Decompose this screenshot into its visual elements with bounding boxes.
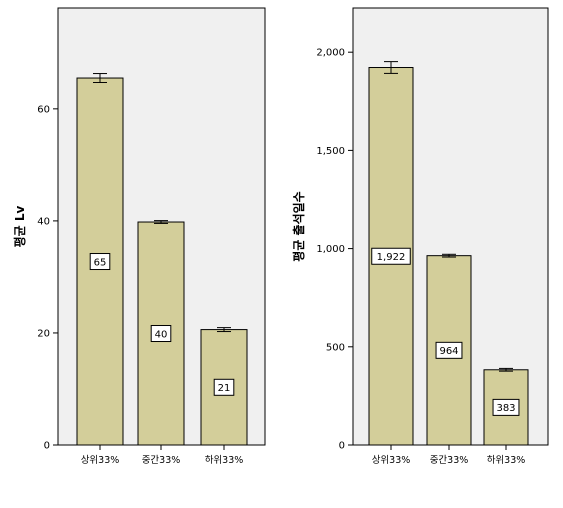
bar-value-label: 40 [155, 329, 168, 340]
chart-panel-2: 0 500 1,000 1,500 2,000 평균 출석일수 1,922 상위33% 964 중… [291, 7, 549, 466]
bar-value-label: 1,922 [377, 252, 406, 263]
bar-label-box [371, 247, 411, 265]
y-tick-label: 1,500 [316, 146, 345, 157]
x-tick-label: 상위33% [81, 454, 120, 466]
y-axis-label: 평균 Lv [13, 205, 27, 247]
y-tick-label: 40 [37, 216, 50, 227]
bar-label-box [89, 253, 111, 271]
bar-label-box [150, 325, 172, 343]
x-tick-label: 중간33% [142, 455, 181, 466]
y-axis-label: 평균 출석일수 [291, 191, 306, 261]
chart-panel-1: 0 20 40 60 평균 Lv 65 상위33% 40 중간33% 21 하위33% [13, 7, 266, 466]
x-tick-label: 중간33% [430, 455, 469, 466]
y-tick-label: 20 [37, 328, 50, 339]
y-tick-label: 60 [37, 104, 50, 115]
y-tick-label: 0 [339, 441, 345, 452]
y-tick-label: 2,000 [316, 48, 345, 59]
bar-label-box [435, 341, 463, 359]
y-tick-label: 500 [326, 342, 345, 353]
bar-value-label: 383 [496, 403, 515, 414]
y-tick-label: 1,000 [316, 244, 345, 255]
x-tick-label: 하위33% [487, 454, 526, 466]
bar-value-label: 964 [439, 346, 458, 357]
bar-label-box [492, 398, 520, 416]
bar-value-label: 21 [218, 383, 231, 394]
bar-label-box [213, 378, 235, 396]
y-tick-label: 0 [44, 441, 50, 452]
bar-value-label: 65 [94, 257, 107, 268]
x-tick-label: 상위33% [372, 454, 411, 466]
x-tick-label: 하위33% [205, 454, 244, 466]
